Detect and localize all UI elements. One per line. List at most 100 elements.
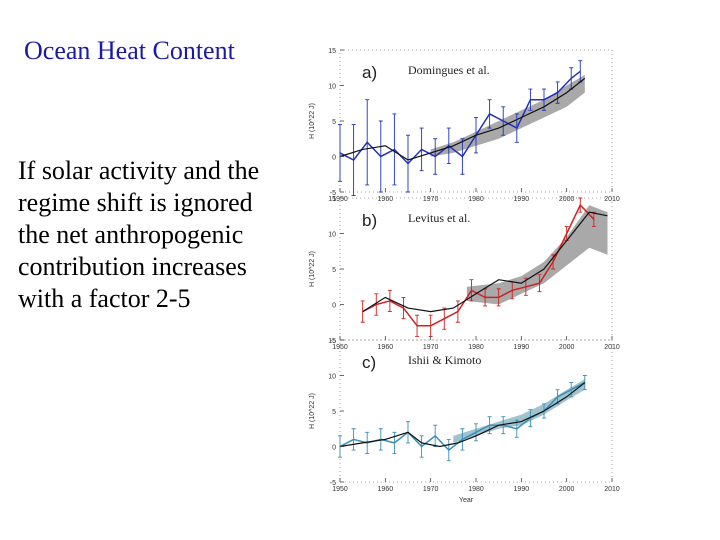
panel-a-error-bar: [433, 138, 438, 175]
panel-a-y-tick-label: 5: [332, 119, 336, 126]
panel-a-x-tick-label: 2010: [604, 196, 620, 203]
panel-b-error-bar: [469, 279, 474, 302]
panel-a-error-bar: [555, 81, 560, 104]
panel-c-dataset-name: Ishii & Kimoto: [408, 353, 481, 367]
panel-c-error-bar: [433, 424, 438, 447]
panel-c-y-tick-label: -5: [330, 480, 336, 487]
panel-c-x-tick-label: 1950: [332, 486, 348, 493]
panel-b-error-bar: [374, 293, 379, 316]
slide-body-text: If solar activity and the regime shift i…: [18, 156, 260, 313]
panel-a-y-tick-label: 15: [328, 48, 336, 55]
panel-b-y-tick-label: 10: [328, 232, 336, 239]
panel-b-panel-label: b): [362, 211, 377, 230]
panel-c-y-tick-label: 0: [332, 445, 336, 452]
panel-a-error-bar: [338, 124, 342, 182]
panel-b-error-bar: [455, 300, 460, 323]
panel-a-x-tick-label: 1950: [332, 196, 348, 203]
panel-c-error-bar: [365, 431, 370, 455]
panel-b-error-bar: [496, 288, 501, 307]
panel-c-x-tick-label: 1990: [514, 486, 530, 493]
panel-b-x-tick-label: 1980: [468, 344, 484, 351]
panel-c-x-tick-label: 2000: [559, 486, 575, 493]
panel-b-y-tick-label: 0: [332, 303, 336, 310]
panel-c-error-bar: [446, 438, 451, 462]
panel-c-error-bar: [569, 382, 574, 398]
panel-b-model-line: [362, 211, 608, 313]
panel-a-error-bar: [392, 113, 397, 186]
panel-b-frame: [339, 197, 613, 341]
panel-a-x-tick-label: 1990: [514, 196, 530, 203]
panel-a-error-bar: [406, 134, 410, 193]
panel-a-error-bar: [528, 88, 533, 111]
panel-b-dataset-name: Levitus et al.: [408, 211, 470, 225]
panel-b-observed-line: [362, 203, 595, 327]
panel-c-x-tick-label: 2010: [604, 486, 620, 493]
panel-a-dataset-name: Domingues et al.: [408, 63, 490, 77]
panel-c-error-bar: [528, 409, 533, 428]
panel-c-y-axis-label: H (10^22 J): [309, 393, 316, 429]
panel-c-x-axis-label: Year: [459, 497, 474, 504]
slide-title: Ocean Heat Content: [24, 36, 235, 65]
panel-a-x-tick-label: 2000: [559, 196, 575, 203]
panel-a-uncertainty-band: [430, 74, 585, 157]
panel-a-y-axis-label: H (10^22 J): [309, 103, 316, 139]
panel-a-x-tick-label: 1980: [468, 196, 484, 203]
panel-b-x-tick-label: 2010: [604, 344, 620, 351]
panel-b-x-tick-label: 2000: [559, 344, 575, 351]
panel-a-error-bar: [446, 127, 451, 165]
panel-b-error-bar: [523, 277, 528, 296]
panel-a-error-bar: [351, 124, 356, 196]
panel-a-error-bar: [514, 113, 519, 143]
panel-b-error-bar: [578, 197, 583, 213]
panel-c-error-bar: [501, 416, 506, 435]
panel-c-x-tick-label: 1970: [423, 486, 439, 493]
panel-a-panel-label: a): [362, 63, 377, 82]
panel-b-y-axis-label: H (10^22 J): [309, 251, 316, 287]
panel-a-error-bar: [501, 106, 506, 136]
panel-b-error-bar: [415, 314, 420, 337]
panel-c-error-bar: [474, 423, 478, 442]
panel-a-x-tick-label: 1960: [378, 196, 394, 203]
panel-b-error-bar: [537, 274, 542, 293]
panel-b-error-bar: [401, 296, 406, 320]
panel-c-error-bar: [514, 419, 519, 438]
panel-a-error-bar: [378, 120, 383, 193]
panel-a-y-tick-label: 10: [328, 84, 336, 91]
panel-a-error-bar: [419, 127, 424, 172]
panel-c-chart: -5 0 5 10 15 1950 1960 1970 1980 1990 2000 2010 H (1…: [309, 338, 620, 504]
panel-b-x-tick-label: 1970: [423, 344, 439, 351]
panel-c-model-line: [339, 382, 586, 448]
panel-a-model-line: [339, 77, 586, 161]
panel-b-y-tick-label: -5: [330, 338, 336, 345]
panel-a-y-tick-label: -5: [330, 190, 336, 197]
panel-c-error-bar: [392, 431, 397, 455]
panel-b-uncertainty-band: [466, 205, 608, 305]
panel-a-x-tick-label: 1970: [423, 196, 439, 203]
panel-c-error-bar: [378, 428, 383, 451]
panel-c-y-tick-label: 10: [328, 374, 336, 381]
panel-c-y-tick-label: 15: [328, 338, 336, 345]
panel-b-error-bar: [360, 300, 365, 323]
panel-c-x-tick-label: 1980: [468, 486, 484, 493]
panel-c-x-tick-label: 1960: [378, 486, 394, 493]
panel-c-y-tick-label: 5: [332, 409, 336, 416]
panel-a-error-bar: [365, 99, 370, 186]
panel-c-panel-label: c): [362, 353, 376, 372]
panel-a-y-tick-label: 0: [332, 155, 336, 162]
panel-a-error-bar: [487, 99, 492, 129]
panel-b-x-tick-label: 1990: [514, 344, 530, 351]
panel-b-error-bar: [387, 289, 392, 313]
panel-c-error-bar: [419, 435, 424, 458]
panel-b-x-tick-label: 1960: [378, 344, 394, 351]
panel-b-y-tick-label: 15: [328, 196, 336, 203]
panel-c-error-bar: [487, 416, 492, 435]
panel-b-y-tick-label: 5: [332, 267, 336, 274]
panel-b-error-bar: [591, 211, 596, 227]
panel-b-error-bar: [442, 307, 447, 330]
panel-c-error-bar: [460, 428, 465, 451]
panel-c-error-bar: [351, 428, 356, 451]
panel-a-error-bar: [460, 138, 465, 175]
